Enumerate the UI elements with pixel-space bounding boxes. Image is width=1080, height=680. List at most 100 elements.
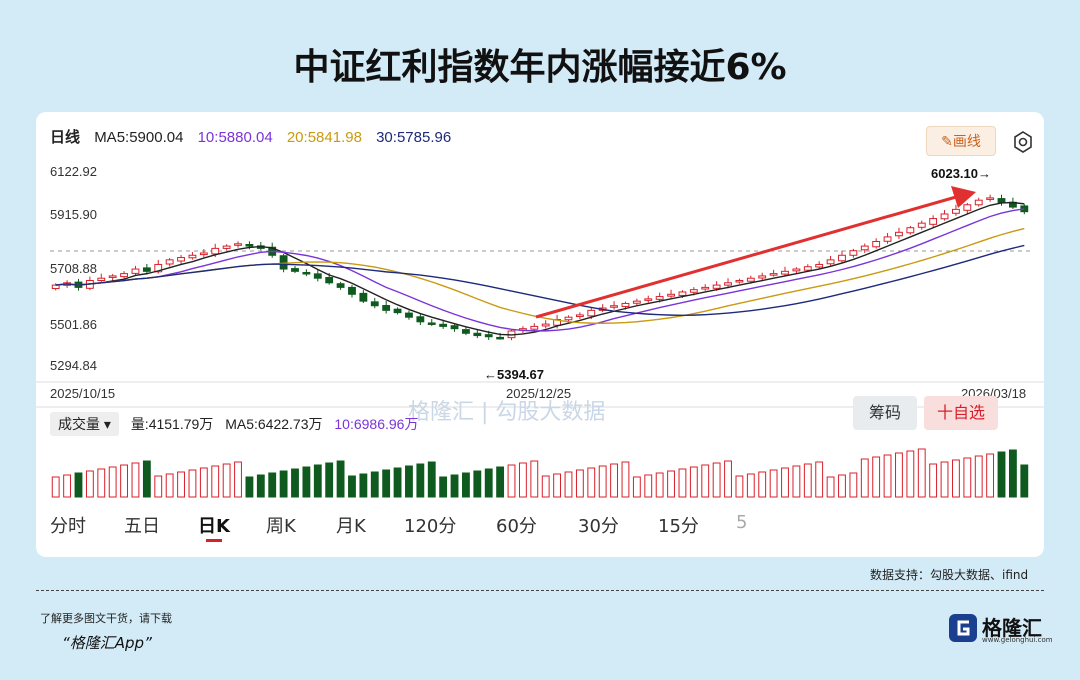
- volume-bar: [393, 467, 402, 498]
- tab-day-k[interactable]: 日K: [198, 516, 230, 537]
- volume-bar: [279, 470, 288, 498]
- tab-60min[interactable]: 60分: [496, 516, 537, 537]
- volume-bar: [473, 470, 482, 498]
- tab-fenshi[interactable]: 分时: [50, 516, 86, 537]
- candle-body: [644, 298, 653, 301]
- brand-logo: 格隆汇 www.gelonghui.com: [948, 612, 1053, 648]
- volume-select[interactable]: 成交量 ▾: [50, 412, 119, 436]
- volume-bar: [598, 465, 607, 498]
- candle-body: [632, 300, 641, 304]
- candle-body: [917, 222, 926, 228]
- volume-bar: [632, 476, 641, 498]
- candle-body: [940, 213, 949, 220]
- candle-body: [131, 268, 140, 274]
- trend-arrow: [535, 195, 957, 319]
- candle-body: [142, 267, 151, 272]
- candle-body: [974, 199, 983, 206]
- volume-bar: [758, 471, 767, 498]
- volume-bar: [678, 468, 687, 498]
- ma20-value: 20:5841.98: [286, 129, 362, 146]
- ma30-value: 30:5785.96: [376, 129, 452, 146]
- gear-icon[interactable]: [1011, 130, 1035, 154]
- volume-bar: [952, 459, 960, 498]
- candle-body: [838, 254, 846, 262]
- volume-bar: [895, 452, 903, 498]
- tab-30min[interactable]: 30分: [578, 516, 619, 537]
- y-axis-tick: 5501.86: [50, 317, 97, 332]
- candle-body: [769, 273, 778, 276]
- candle-body: [177, 257, 185, 262]
- candle-body: [393, 308, 402, 314]
- period-label: 日线: [50, 129, 81, 146]
- ma10-value: 10:5880.04: [197, 129, 273, 146]
- candle-body: [530, 325, 539, 330]
- volume-bar: [575, 469, 584, 498]
- volume-bar: [803, 463, 812, 498]
- volume-bar: [610, 463, 618, 498]
- volume-bar: [963, 457, 972, 498]
- volume-value: 量:4151.79万: [130, 416, 214, 432]
- candle-body: [678, 291, 687, 296]
- watermark: 格隆汇 | 勾股大数据: [408, 400, 606, 425]
- candle-body: [120, 273, 128, 278]
- candle-body: [302, 271, 311, 275]
- chart-card: 日线 MA5:5900.04 10:5880.04 20:5841.98 30:…: [36, 112, 1044, 557]
- volume-bar: [838, 474, 846, 498]
- active-tab-indicator: [206, 539, 222, 542]
- candle-body: [997, 198, 1006, 203]
- add-favorite-button[interactable]: 十自选: [924, 396, 998, 430]
- candle-body: [108, 275, 117, 278]
- volume-bar: [256, 474, 265, 498]
- candle-body: [348, 286, 356, 295]
- candle-body: [849, 250, 858, 256]
- draw-line-button[interactable]: ✎画线: [926, 126, 996, 156]
- volume-bar: [541, 475, 550, 498]
- candle-body: [496, 336, 505, 340]
- volume-bar: [97, 468, 106, 498]
- y-axis-tick: 6122.92: [50, 164, 97, 179]
- volume-bar: [245, 476, 254, 498]
- volume-bar: [108, 466, 117, 498]
- volume-bar: [85, 470, 94, 498]
- chips-button[interactable]: 筹码: [853, 396, 917, 430]
- ma5-value: MA5:5900.04: [94, 129, 184, 146]
- volume-bar: [667, 470, 675, 498]
- divider: [36, 590, 1044, 591]
- volume-bar: [530, 460, 539, 498]
- volume-bar: [860, 458, 869, 498]
- volume-bar: [587, 467, 596, 498]
- ma30-line: [55, 244, 1025, 316]
- volume-bar: [518, 462, 527, 498]
- tab-wuri[interactable]: 五日: [124, 516, 160, 537]
- candle-body: [188, 254, 197, 259]
- y-axis-tick: 5708.88: [50, 261, 97, 276]
- volume-bar: [1020, 464, 1029, 498]
- volume-bar: [724, 460, 732, 498]
- volume-bar: [234, 461, 242, 498]
- volume-bar: [496, 466, 505, 498]
- volume-bar: [655, 472, 664, 498]
- volume-bar: [564, 471, 573, 498]
- tab-120min[interactable]: 120分: [404, 516, 457, 537]
- candle-body: [986, 197, 995, 200]
- candle-body: [826, 259, 835, 265]
- candlestick-chart: [36, 186, 1044, 498]
- tab-month-k[interactable]: 月K: [336, 516, 366, 537]
- candle-body: [803, 266, 812, 271]
- tab-week-k[interactable]: 周K: [266, 516, 296, 537]
- tab-15min[interactable]: 15分: [658, 516, 699, 537]
- volume-bar: [325, 462, 334, 498]
- tab-5min[interactable]: 5: [736, 512, 748, 533]
- candle-body: [359, 292, 368, 302]
- volume-bar: [929, 463, 938, 498]
- candle-body: [963, 204, 972, 211]
- y-axis-tick: 5915.90: [50, 207, 97, 222]
- volume-bar: [154, 475, 163, 498]
- volume-bar: [872, 456, 881, 498]
- candle-body: [234, 243, 242, 246]
- ma10-line: [55, 208, 1025, 332]
- candle-body: [473, 332, 482, 337]
- page-title: 中证红利指数年内涨幅接近6%: [293, 47, 787, 88]
- volume-bar: [735, 475, 744, 498]
- period-tabs: 分时 五日 日K 周K 月K 120分 60分 30分 15分 5: [36, 504, 1044, 544]
